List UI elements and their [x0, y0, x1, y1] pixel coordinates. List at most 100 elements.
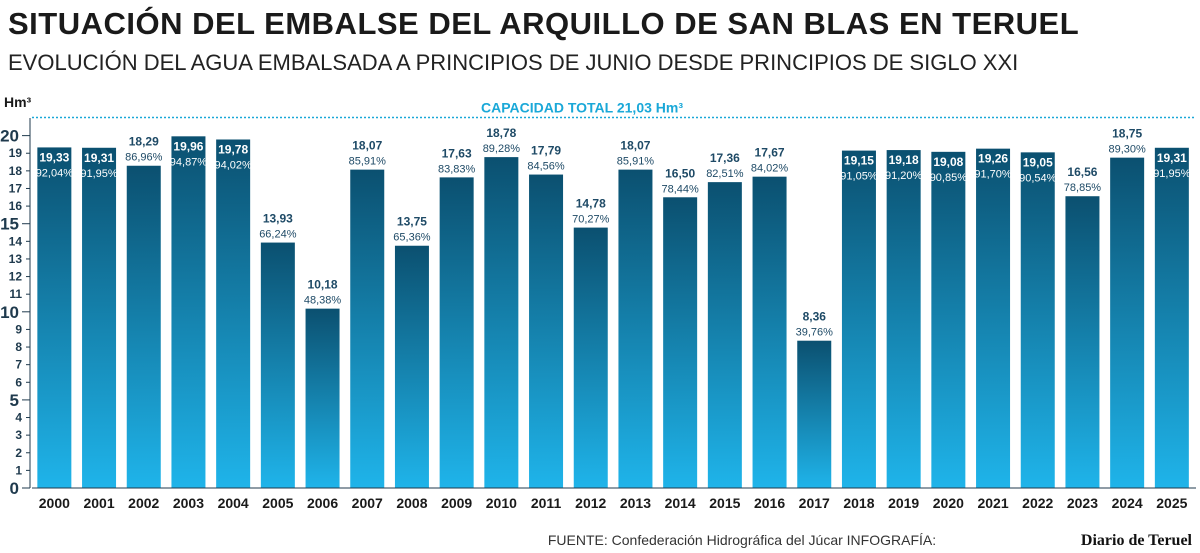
x-tick-label: 2009	[441, 495, 472, 511]
bar-2001	[82, 147, 117, 488]
y-tick-label: 1	[15, 463, 22, 477]
y-tick-label: 3	[15, 428, 22, 442]
y-tick-label: 0	[10, 479, 19, 498]
y-tick-label: 8	[15, 340, 22, 354]
x-tick-label: 2006	[307, 495, 338, 511]
bar-value-label: 16,56	[1067, 165, 1097, 179]
bar-value-label: 13,93	[263, 212, 293, 226]
bar-value-label: 19,18	[889, 153, 919, 167]
y-tick-label: 16	[9, 199, 23, 213]
x-tick-label: 2017	[799, 495, 830, 511]
bar-value-label: 19,96	[173, 139, 203, 153]
bar-value-label: 19,08	[933, 155, 963, 169]
bar-value-label: 17,36	[710, 151, 740, 165]
bar-2024	[1110, 157, 1145, 488]
bar-2015	[707, 182, 742, 488]
bar-value-label: 18,07	[352, 139, 382, 153]
bar-percent-label: 90,85%	[930, 172, 968, 184]
bar-percent-label: 90,54%	[1019, 172, 1057, 184]
bar-percent-label: 86,96%	[125, 152, 163, 164]
x-tick-label: 2015	[709, 495, 740, 511]
bar-2006	[305, 308, 340, 488]
bar-2023	[1065, 196, 1100, 488]
x-tick-label: 2019	[888, 495, 919, 511]
bar-2017	[797, 340, 832, 488]
bar-value-label: 19,05	[1023, 155, 1053, 169]
bar-value-label: 14,78	[576, 197, 606, 211]
bar-value-label: 10,18	[308, 278, 338, 292]
bar-2020	[931, 151, 966, 489]
y-tick-label: 6	[15, 375, 22, 389]
bar-value-label: 18,29	[129, 135, 159, 149]
bar-2007	[350, 169, 385, 488]
bar-2008	[394, 245, 429, 488]
bar-2013	[618, 169, 653, 488]
x-tick-label: 2007	[352, 495, 383, 511]
bar-2014	[663, 197, 698, 489]
bar-2016	[752, 176, 787, 488]
bars	[37, 136, 1189, 489]
bar-2000	[37, 147, 72, 488]
x-tick-label: 2024	[1112, 495, 1143, 511]
bar-value-label: 17,79	[531, 144, 561, 158]
source-note: FUENTE: Confederación Hidrográfica del J…	[548, 532, 936, 548]
y-tick-label: 15	[0, 215, 19, 234]
brand-logo: Diario de Teruel	[1081, 532, 1193, 549]
x-tick-label: 2002	[128, 495, 159, 511]
bar-percent-label: 78,44%	[661, 183, 699, 195]
bar-value-label: 13,75	[397, 215, 427, 229]
chart-title: SITUACIÓN DEL EMBALSE DEL ARQUILLO DE SA…	[8, 5, 1079, 41]
x-tick-label: 2014	[665, 495, 696, 511]
y-axis-unit: Hm³	[4, 94, 32, 110]
bar-percent-label: 66,24%	[259, 229, 297, 241]
bar-value-label: 19,33	[39, 150, 69, 164]
y-tick-label: 11	[9, 287, 22, 301]
x-tick-label: 2016	[754, 495, 785, 511]
x-tick-label: 2025	[1156, 495, 1187, 511]
bar-value-label: 19,31	[1157, 151, 1187, 165]
bar-2011	[529, 174, 564, 489]
bar-value-label: 19,15	[844, 154, 874, 168]
bar-2025	[1154, 147, 1189, 488]
x-tick-label: 2008	[396, 495, 427, 511]
x-tick-label: 2020	[933, 495, 964, 511]
y-tick-label: 2	[15, 446, 22, 460]
y-tick-label: 19	[9, 146, 23, 160]
bar-value-label: 17,67	[755, 146, 785, 160]
bar-value-label: 19,31	[84, 151, 114, 165]
bar-percent-label: 91,95%	[80, 168, 118, 180]
bar-2022	[1020, 152, 1055, 488]
bar-value-label: 8,36	[803, 310, 827, 324]
capacity-label: CAPACIDAD TOTAL 21,03 Hm³	[481, 99, 683, 115]
y-tick-label: 5	[10, 391, 19, 410]
bar-value-label: 18,78	[486, 126, 516, 140]
y-tick-label: 10	[0, 303, 19, 322]
x-tick-label: 2005	[262, 495, 293, 511]
y-tick-label: 13	[9, 252, 23, 266]
bar-value-label: 18,75	[1112, 127, 1142, 141]
bar-labels: 19,33 92,04% 19,31 91,95% 18,29 86,96% 19,96 94…	[36, 126, 1191, 339]
bar-2018	[841, 150, 876, 488]
bar-percent-label: 92,04%	[36, 167, 74, 179]
bar-percent-label: 91,20%	[885, 170, 923, 182]
x-tick-label: 2000	[39, 495, 70, 511]
bar-percent-label: 84,56%	[527, 161, 565, 173]
bar-value-label: 19,26	[978, 152, 1008, 166]
bar-percent-label: 83,83%	[438, 163, 476, 175]
y-tick-label: 7	[15, 358, 22, 372]
y-tick-label: 18	[9, 164, 23, 178]
bar-percent-label: 82,51%	[706, 168, 744, 180]
x-axis: 2000 2001 2002 2003 2004 2005 2006 2007 2008 2009…	[39, 495, 1188, 511]
x-tick-label: 2004	[218, 495, 249, 511]
x-tick-label: 2013	[620, 495, 651, 511]
x-tick-label: 2011	[531, 495, 562, 511]
bar-percent-label: 70,27%	[572, 214, 610, 226]
x-tick-label: 2018	[843, 495, 874, 511]
y-tick-label: 14	[9, 234, 23, 248]
bar-2019	[886, 150, 921, 489]
bar-percent-label: 85,91%	[617, 156, 655, 168]
y-tick-label: 4	[15, 411, 22, 425]
x-tick-label: 2023	[1067, 495, 1098, 511]
capacity-marker: CAPACIDAD TOTAL 21,03 Hm³	[32, 99, 1196, 119]
